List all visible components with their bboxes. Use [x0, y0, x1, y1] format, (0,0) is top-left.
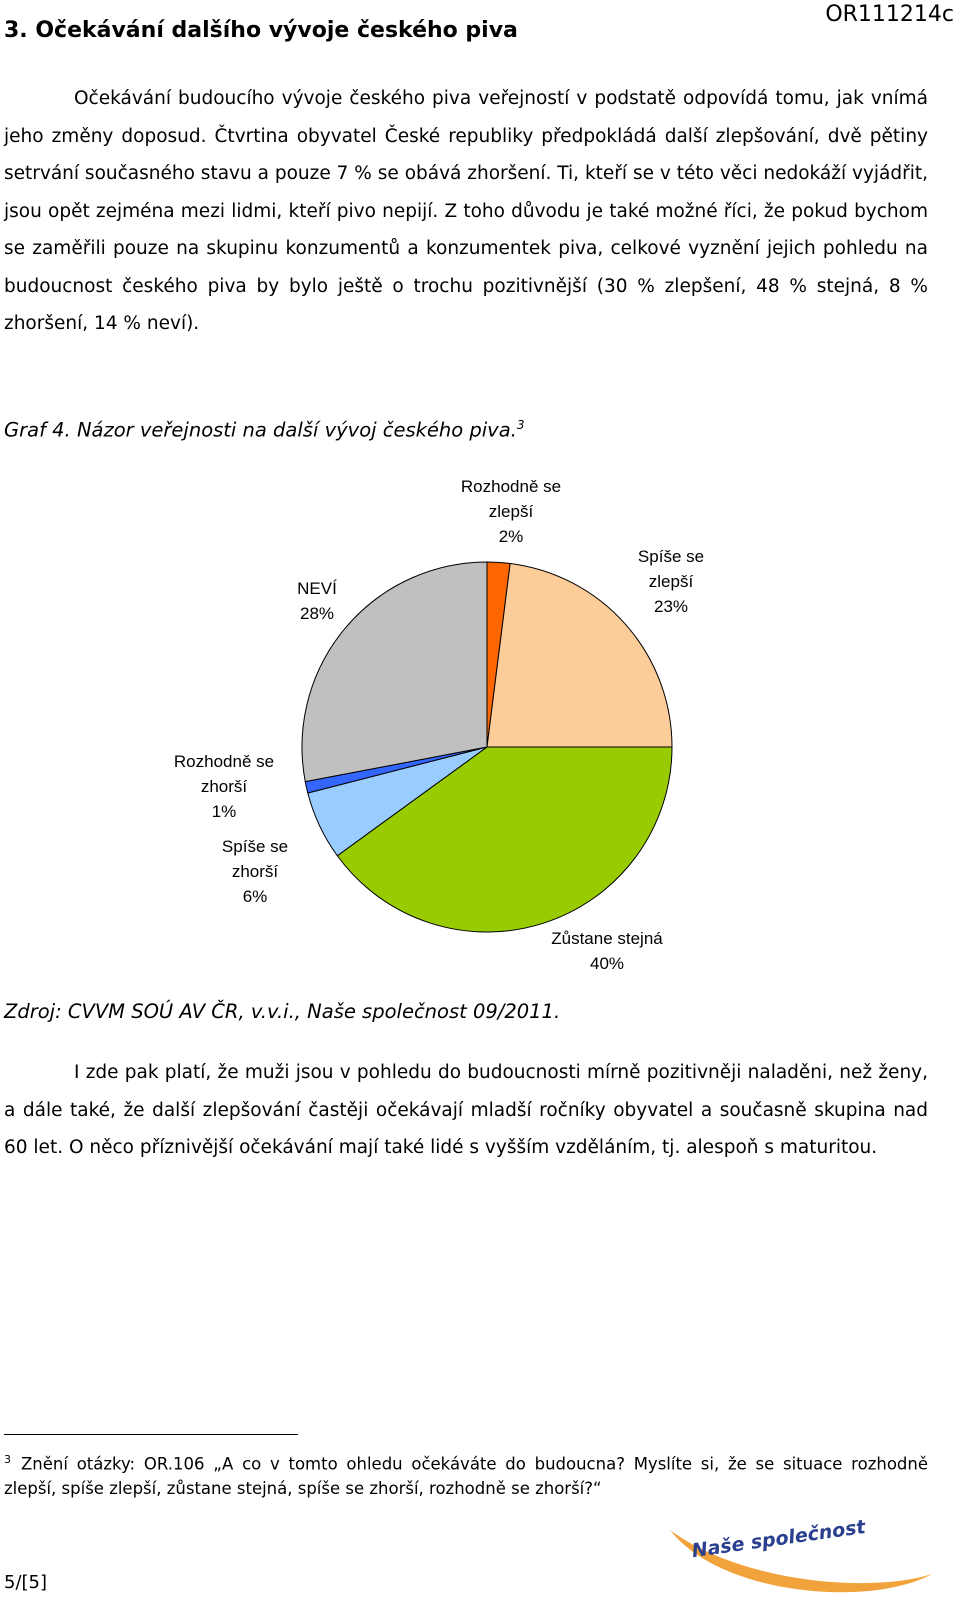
paragraph-analysis-text: I zde pak platí, že muži jsou v pohledu … — [4, 1062, 928, 1158]
slice-label: NEVÍ 28% — [297, 579, 337, 623]
slice-label: Zůstane stejná 40% — [551, 929, 663, 973]
graph-caption: Graf 4. Názor veřejnosti na další vývoj … — [4, 418, 525, 442]
pie-chart: Rozhodně se zlepší 2% Spíše se zlepší 23% Zůst… — [174, 477, 704, 973]
footnote: 3 Znění otázky: OR.106 „A co v tomto ohle… — [4, 1448, 928, 1501]
footnote-mark: 3 — [4, 1453, 11, 1466]
source-line: Zdroj: CVVM SOÚ AV ČR, v.v.i., Naše spol… — [4, 1000, 561, 1023]
paragraph-intro-text: Očekávání budoucího vývoje českého piva … — [4, 88, 928, 334]
nase-spolecnost-logo: Naše společnost — [670, 1516, 932, 1593]
paragraph-analysis: I zde pak platí, že muži jsou v pohledu … — [4, 1054, 928, 1167]
footnote-divider — [4, 1434, 298, 1435]
slice-label: Spíše se zlepší 23% — [638, 547, 704, 616]
section-title: 3. Očekávání dalšího vývoje českého piva — [4, 18, 518, 43]
pie-slice — [301, 561, 488, 783]
pie-slice — [486, 562, 673, 748]
graph-caption-footnote-mark: 3 — [516, 418, 525, 432]
logo-swoosh — [670, 1530, 932, 1593]
footnote-text: Znění otázky: OR.106 „A co v tomto ohled… — [4, 1454, 928, 1498]
slice-label: Spíše se zhorší 6% — [222, 837, 288, 906]
document-code: OR111214c — [825, 2, 954, 27]
paragraph-intro: Očekávání budoucího vývoje českého piva … — [4, 80, 928, 343]
graph-caption-text: Graf 4. Názor veřejnosti na další vývoj … — [4, 418, 517, 442]
logo-text: Naše společnost — [690, 1516, 867, 1562]
page-number: 5/[5] — [4, 1572, 48, 1593]
slice-label: Rozhodně se zlepší 2% — [461, 477, 561, 546]
slice-label: Rozhodně se zhorší 1% — [174, 752, 274, 821]
pie-slice — [336, 746, 673, 933]
